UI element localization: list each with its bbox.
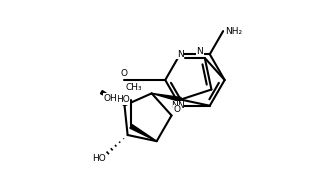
Text: O: O [173, 105, 180, 114]
Polygon shape [130, 125, 157, 141]
Text: N: N [171, 101, 178, 110]
Text: N: N [177, 50, 184, 59]
Text: NH₂: NH₂ [225, 27, 242, 36]
Text: HO: HO [93, 154, 106, 163]
Text: N: N [197, 47, 203, 56]
Text: N: N [177, 101, 184, 110]
Polygon shape [152, 93, 181, 102]
Text: O: O [120, 69, 127, 78]
Text: OH: OH [104, 94, 117, 102]
Text: CH₃: CH₃ [125, 83, 142, 92]
Text: HO: HO [116, 95, 129, 104]
Polygon shape [100, 91, 125, 105]
